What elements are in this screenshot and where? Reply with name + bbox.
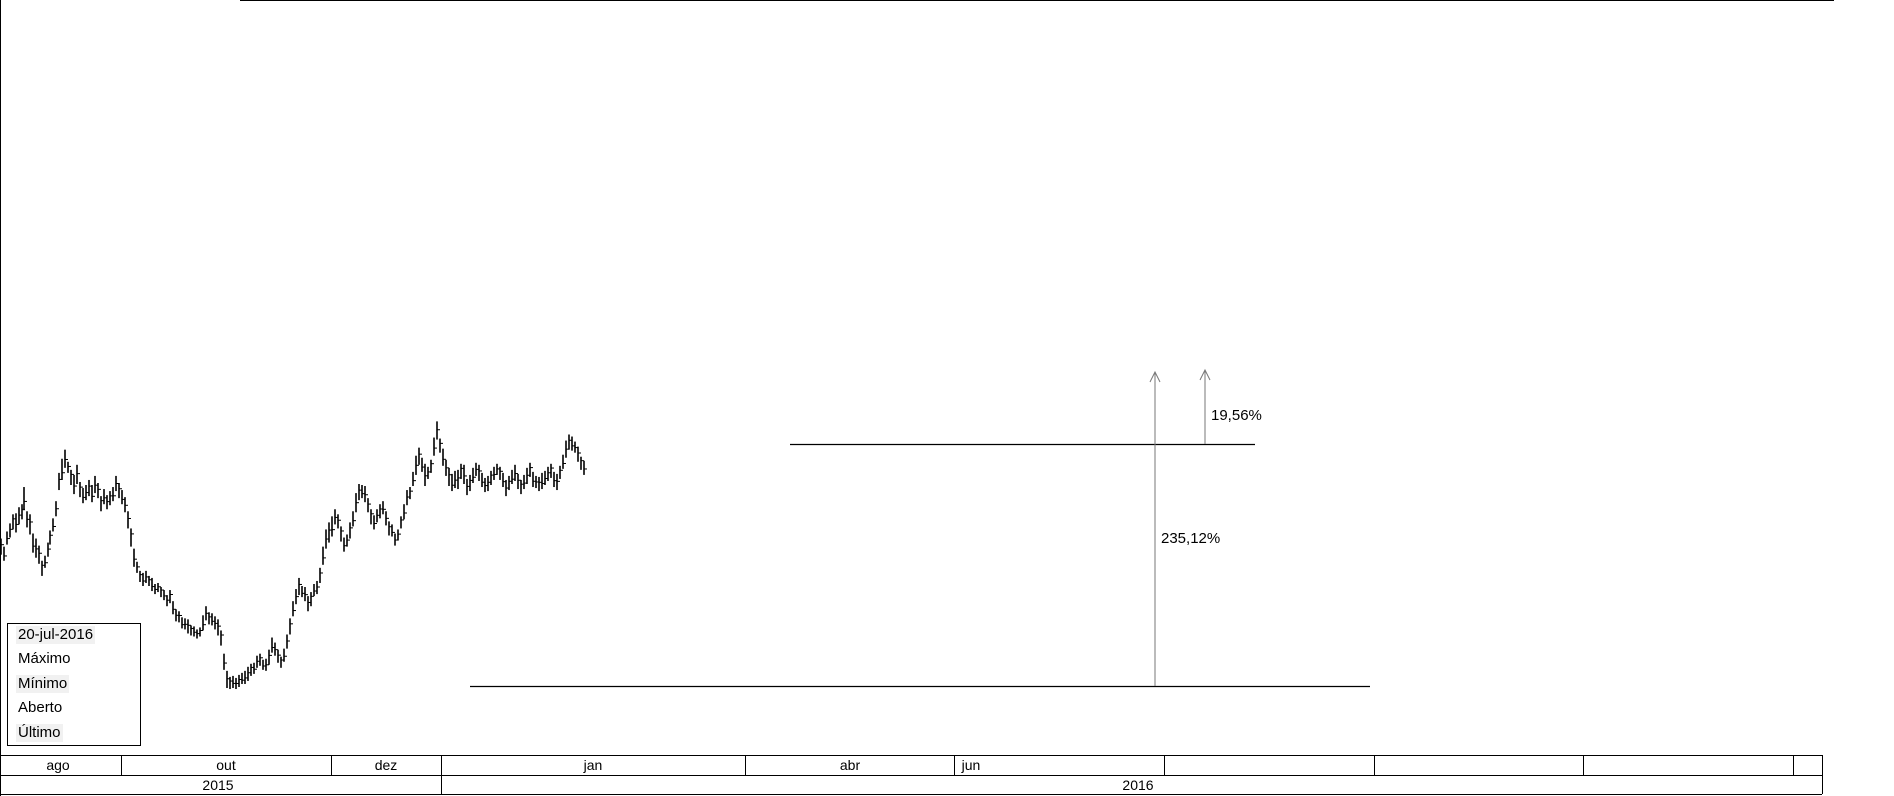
month-label-dez: dez [375, 757, 398, 773]
arrow-235-head-icon [1149, 370, 1161, 383]
month-label-jun: jun [961, 757, 981, 773]
annotation-19-56: 19,56% [1211, 407, 1262, 424]
month-label-abr: abr [840, 757, 861, 773]
time-axis [0, 755, 1823, 795]
info-open-label: Aberto [18, 699, 63, 716]
year-label-2015: 2015 [202, 777, 233, 793]
year-label-2016: 2016 [1122, 777, 1153, 793]
info-min-label: Mínimo [16, 675, 70, 693]
annotation-235-12: 235,12% [1161, 530, 1220, 547]
info-last-label: Último [16, 724, 63, 742]
price-bars [0, 421, 587, 690]
info-date: 20-jul-2016 [16, 626, 96, 644]
arrow-19-head-icon [1199, 368, 1211, 381]
month-label-jan: jan [583, 757, 603, 773]
month-label-out: out [216, 757, 236, 773]
info-legend-box: 20-jul-2016 Máximo Mínimo Aberto Último [7, 623, 141, 746]
info-max-label: Máximo [18, 650, 71, 667]
month-label-ago: ago [46, 757, 70, 773]
